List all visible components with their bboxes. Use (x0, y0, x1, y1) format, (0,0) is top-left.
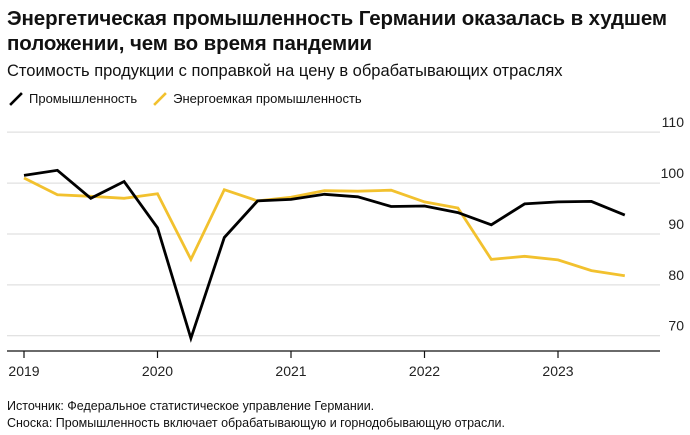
source-note: Источник: Федеральное статистическое упр… (7, 399, 375, 413)
legend-item-energy-intensive: Энергоемкая промышленность (153, 91, 362, 106)
x-tick-label-2023: 2023 (542, 363, 573, 379)
legend-swatch-industry (9, 91, 23, 106)
x-tick-label-2019: 2019 (8, 363, 39, 379)
y-tick-label-90: 90 (668, 216, 684, 232)
footnote: Сноска: Промышленность включает обрабаты… (7, 416, 505, 430)
legend-line-industry (9, 91, 23, 106)
x-tick-label-2021: 2021 (275, 363, 306, 379)
series-line-energy-intensive (23, 176, 626, 278)
x-tick-label-2020: 2020 (142, 363, 173, 379)
legend-label-industry: Промышленность (29, 91, 138, 106)
series-line-industry (23, 168, 626, 343)
legend: Промышленность Энергоемкая промышленност… (9, 91, 378, 106)
legend-item-industry: Промышленность (9, 91, 137, 106)
legend-label-energy-intensive: Энергоемкая промышленность (173, 91, 362, 106)
x-tick-label-2022: 2022 (409, 363, 440, 379)
y-tick-label-70: 70 (668, 318, 684, 334)
legend-line-energy-intensive (153, 91, 167, 106)
y-tick-label-80: 80 (668, 267, 684, 283)
line-chart: 70 80 90 100 110 2019 2020 2021 2022 2023 (7, 114, 685, 379)
footer: Источник: Федеральное статистическое упр… (7, 398, 505, 432)
chart-subtitle: Стоимость продукции с поправкой на цену … (7, 62, 563, 80)
chart-title: Энергетическая промышленность Германии о… (7, 7, 667, 55)
y-tick-label-110: 110 (662, 114, 685, 130)
y-tick-label-100: 100 (661, 165, 685, 181)
legend-swatch-energy-intensive (153, 91, 167, 106)
